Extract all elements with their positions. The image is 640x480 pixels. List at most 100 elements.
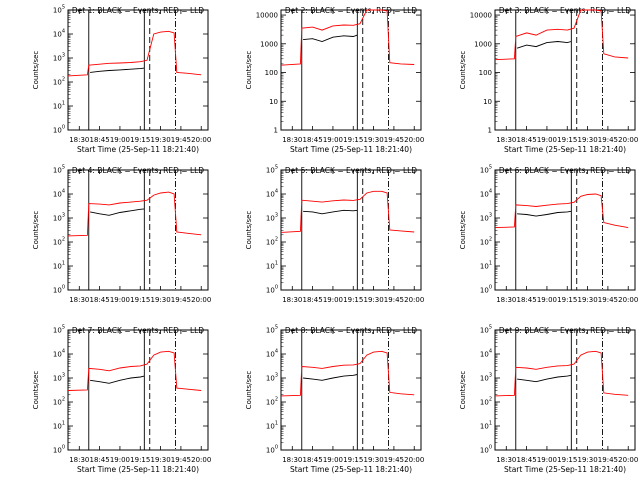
y-tick-label: 101	[266, 261, 278, 271]
x-tick-label: 18:30	[496, 456, 516, 464]
series-events	[90, 208, 145, 216]
x-tick-label: 19:00	[537, 456, 557, 464]
y-tick-label: 101	[480, 421, 492, 431]
y-tick-label: 100	[479, 69, 492, 77]
y-tick-label: 1	[274, 127, 278, 135]
x-tick-label: 19:45	[384, 456, 404, 464]
panel-det-2: 18:30 18:45 19:00 19:15 19:30 19:45 20:00 1 10 10…	[245, 6, 424, 154]
y-tick-label: 10	[483, 98, 492, 106]
x-tick-label: 19:30	[577, 136, 597, 144]
panel-det-1: 18:30 18:45 19:00 19:15 19:30 19:45 20:00 100 10…	[32, 5, 211, 155]
x-tick-label: 19:30	[150, 136, 170, 144]
x-tick-label: 20:00	[191, 136, 211, 144]
x-tick-label: 19:45	[384, 296, 404, 304]
x-tick-label: 19:15	[557, 296, 577, 304]
panel-det-8: 18:30 18:45 19:00 19:15 19:30 19:45 20:00 100 10…	[245, 325, 424, 475]
panel-det-5: 18:30 18:45 19:00 19:15 19:30 19:45 20:00 100 10…	[245, 165, 424, 305]
x-tick-label: 19:15	[130, 136, 150, 144]
y-tick-label: 105	[53, 5, 65, 15]
x-tick-label: 18:30	[282, 296, 302, 304]
series-lld	[67, 191, 202, 237]
y-tick-label: 100	[53, 285, 65, 295]
x-tick-label: 19:45	[598, 296, 618, 304]
series-lld	[494, 193, 629, 229]
x-axis-label: Start Time (25-Sep-11 18:21:40)	[504, 465, 626, 474]
x-tick-label: 18:45	[90, 296, 110, 304]
y-tick-label: 101	[266, 421, 278, 431]
y-tick-label: 102	[480, 397, 492, 407]
panel-title: Det 2: BLACK = Events, RED = LLD	[285, 6, 417, 15]
x-tick-label: 19:15	[130, 296, 150, 304]
y-tick-label: 105	[53, 165, 65, 175]
x-tick-label: 19:45	[171, 456, 191, 464]
series-events	[517, 210, 572, 217]
y-tick-label: 102	[480, 237, 492, 247]
y-tick-label: 105	[53, 325, 65, 335]
panel-title: Det 7: BLACK = Events, RED = LLD	[72, 326, 204, 335]
x-tick-label: 19:00	[110, 456, 130, 464]
y-tick-label: 100	[480, 285, 492, 295]
y-tick-label: 100	[266, 285, 278, 295]
x-tick-label: 19:30	[150, 456, 170, 464]
y-tick-label: 102	[266, 397, 278, 407]
y-tick-label: 1000	[474, 40, 492, 48]
panel-title: Det 8: BLACK = Events, RED = LLD	[285, 326, 417, 335]
panel-det-4: 18:30 18:45 19:00 19:15 19:30 19:45 20:00 100 10…	[32, 165, 211, 305]
y-tick-label: 104	[480, 189, 492, 199]
series-lld	[280, 190, 415, 233]
x-tick-label: 20:00	[618, 296, 638, 304]
series-lld	[67, 30, 202, 77]
series-events	[303, 374, 358, 381]
y-axis-label: Counts/sec	[245, 51, 253, 90]
x-tick-label: 20:00	[618, 456, 638, 464]
x-tick-label: 19:30	[150, 296, 170, 304]
x-tick-label: 18:30	[496, 296, 516, 304]
x-tick-label: 18:30	[69, 136, 89, 144]
y-tick-label: 100	[266, 445, 278, 455]
panel-title: Det 6: BLACK = Events, RED = LLD	[499, 166, 631, 175]
x-tick-label: 18:45	[517, 296, 537, 304]
panel-det-7: 18:30 18:45 19:00 19:15 19:30 19:45 20:00 100 10…	[32, 325, 211, 475]
y-tick-label: 105	[480, 325, 492, 335]
y-tick-label: 101	[480, 261, 492, 271]
x-tick-label: 19:15	[343, 296, 363, 304]
y-tick-label: 102	[53, 77, 65, 87]
plot-frame	[494, 9, 636, 131]
y-tick-label: 103	[53, 213, 65, 223]
x-tick-label: 18:30	[282, 456, 302, 464]
y-tick-label: 104	[53, 29, 65, 39]
x-tick-label: 18:45	[90, 136, 110, 144]
series-events	[303, 209, 358, 215]
y-tick-label: 104	[266, 189, 278, 199]
y-tick-label: 10000	[470, 12, 492, 20]
panel-det-6: 18:30 18:45 19:00 19:15 19:30 19:45 20:00 100 10…	[459, 165, 638, 305]
x-tick-label: 19:00	[110, 296, 130, 304]
y-tick-label: 102	[53, 237, 65, 247]
x-tick-label: 18:45	[90, 456, 110, 464]
plot-frame	[67, 169, 209, 291]
plot-frame	[67, 9, 209, 131]
x-tick-label: 20:00	[191, 456, 211, 464]
x-tick-label: 19:30	[363, 296, 383, 304]
x-tick-label: 20:00	[404, 296, 424, 304]
y-tick-label: 104	[266, 349, 278, 359]
y-tick-label: 10	[269, 98, 278, 106]
x-tick-label: 20:00	[404, 136, 424, 144]
plot-frame	[494, 169, 636, 291]
plot-frame	[280, 9, 422, 131]
plot-frame	[67, 329, 209, 451]
y-tick-label: 100	[53, 445, 65, 455]
y-tick-label: 102	[266, 237, 278, 247]
y-tick-label: 105	[480, 165, 492, 175]
x-tick-label: 19:00	[323, 136, 343, 144]
y-tick-label: 103	[480, 373, 492, 383]
x-tick-label: 19:00	[323, 296, 343, 304]
y-tick-label: 100	[53, 125, 65, 135]
plot-frame	[494, 329, 636, 451]
x-tick-label: 18:45	[517, 456, 537, 464]
y-tick-label: 100	[265, 69, 278, 77]
panel-title: Det 1: BLACK = Events, RED = LLD	[72, 6, 204, 15]
series-events	[303, 34, 358, 42]
y-axis-label: Counts/sec	[245, 211, 253, 250]
